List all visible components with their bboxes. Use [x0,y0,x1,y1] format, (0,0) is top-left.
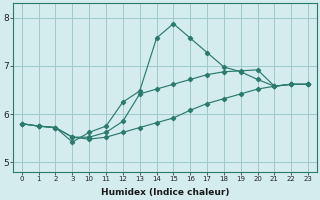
X-axis label: Humidex (Indice chaleur): Humidex (Indice chaleur) [101,188,229,197]
